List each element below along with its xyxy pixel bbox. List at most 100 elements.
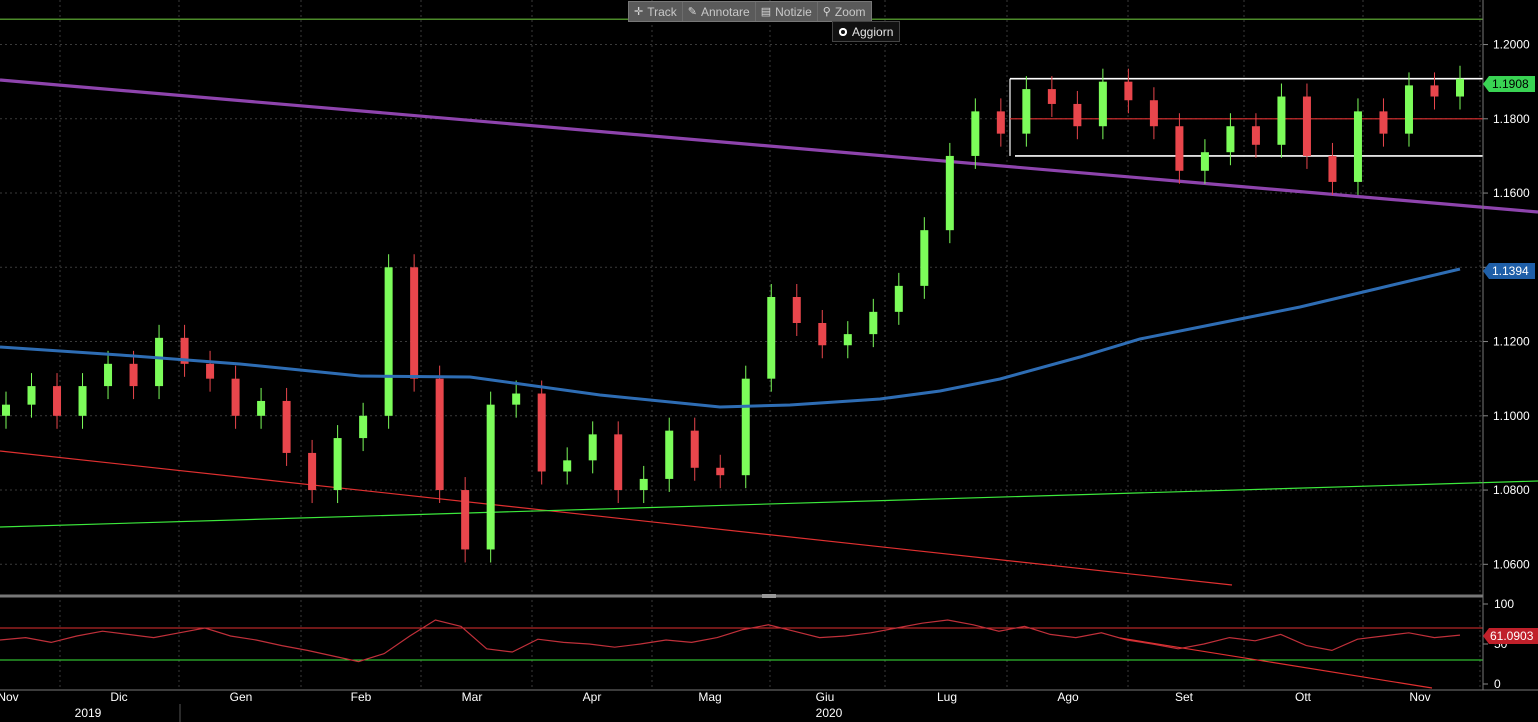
candle-body [257,400,266,416]
candle-body [1251,126,1260,145]
candle-body [1456,78,1464,97]
candle-body [1175,126,1184,171]
rsi-tick-label: 0 [1494,677,1501,691]
candle-body [1302,96,1311,156]
candle-body [1200,152,1209,171]
moving-average-line [0,267,1461,409]
candle-body [1124,81,1133,101]
x-tick-label: Gen [230,690,253,704]
candle-body [1098,81,1107,127]
crosshair-icon: ✛ [634,6,644,18]
candle-body [308,452,317,491]
rsi-value-label: 61.0903 [1490,629,1534,643]
candle-body [1328,155,1337,182]
candle-body [1073,103,1082,127]
year-label: 2019 [75,706,102,720]
candle-body [206,363,215,379]
pencil-icon: ✎ [687,6,697,18]
candle-body [282,400,291,453]
y-tick-label: 1.1000 [1493,409,1530,423]
annotate-button[interactable]: ✎ Annotare [683,2,756,21]
candle-body [104,363,113,387]
zoom-button[interactable]: ⚲ Zoom [818,2,871,21]
candle-body [1404,85,1413,134]
candle-body [27,386,36,405]
candle-body [78,386,87,416]
candle-body [1149,100,1158,127]
radio-icon [839,27,847,36]
candle-body [1353,111,1362,182]
x-tick-label: Nov [0,690,19,704]
candle-body [741,378,750,476]
news-label: Notizie [775,4,812,19]
x-tick-label: Nov [1409,690,1430,704]
x-tick-label: Mag [698,690,721,704]
candle-body [461,490,470,550]
candle-body [945,155,954,231]
candle-body [384,267,393,416]
x-tick-label: Giu [816,690,835,704]
news-button[interactable]: ▤ Notizie [756,2,818,21]
candle-body [614,434,623,491]
grid-lines [0,0,1483,690]
candle-body [180,337,189,364]
candle-body [1379,111,1388,134]
candle-body [1430,85,1439,97]
candle-body [1022,89,1031,134]
purple-trendline [0,78,1538,214]
candle-body [843,334,852,346]
candle-body [971,111,980,156]
refresh-label: Aggiorn [852,24,894,39]
x-tick-label: Set [1175,690,1194,704]
candlestick-series [2,65,1464,563]
x-tick-label: Feb [351,690,372,704]
ma-value-label: 1.1394 [1492,264,1529,278]
rsi-line [0,619,1461,663]
candle-body [512,393,521,405]
y-tick-label: 1.1800 [1493,112,1530,126]
x-tick-label: Dic [110,690,127,704]
candle-body [486,404,495,550]
rsi-panel [0,619,1483,689]
candle-body [155,337,164,387]
red-trendline [0,450,1233,586]
track-button[interactable]: ✛ Track [629,2,683,21]
candle-body [665,430,674,479]
rsi-tick-label: 100 [1494,597,1514,611]
candle-body [690,430,699,468]
x-tick-label: Mar [462,690,483,704]
y-tick-label: 1.0600 [1493,557,1530,571]
y-tick-label: 1.0800 [1493,483,1530,497]
ma-value-tag: 1.1394 [1483,263,1535,279]
candle-body [1226,126,1235,153]
last-price-label: 1.1908 [1492,77,1529,91]
candle-body [129,363,138,387]
candle-body [537,393,546,472]
candle-body [563,460,572,472]
candle-body [1047,89,1056,104]
zoom-label: Zoom [834,4,866,19]
x-tick-label: Apr [583,690,602,704]
y-tick-label: 1.1600 [1493,186,1530,200]
candle-body [333,438,342,491]
candle-body [639,478,648,491]
candle-body [792,297,801,323]
refresh-button[interactable]: Aggiorn [832,21,901,42]
y-tick-label: 1.1200 [1493,335,1530,349]
candle-body [231,378,240,416]
candle-body [410,267,419,379]
candle-body [2,404,10,416]
y-tick-label: 1.2000 [1493,38,1530,52]
candle-body [920,230,929,286]
x-tick-label: Lug [937,690,957,704]
candle-body [818,322,827,346]
candle-body [435,378,444,491]
year-label: 2020 [816,706,843,720]
candle-body [359,415,368,439]
panel-resize-handle[interactable] [762,594,776,598]
last-price-tag: 1.1908 [1483,76,1535,92]
news-icon: ▤ [760,6,772,18]
rsi-trendline [1119,637,1433,689]
x-tick-label: Ott [1295,690,1312,704]
